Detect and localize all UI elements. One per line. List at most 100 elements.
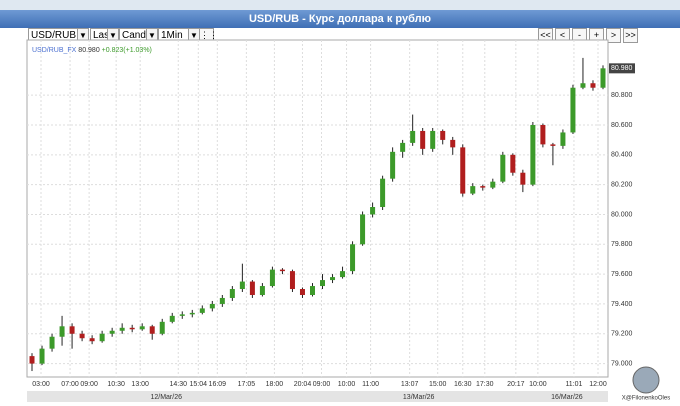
y-tick-label: 79.800 [611, 241, 633, 248]
candle-body [99, 333, 105, 342]
candle-body [450, 139, 456, 148]
price-tag [609, 63, 635, 74]
x-tick-label: 13:07 [401, 381, 419, 388]
candle-body [69, 326, 75, 334]
x-tick-label: 10:30 [107, 381, 125, 388]
y-tick-label: 80.000 [611, 211, 633, 218]
x-tick-label: 09:00 [80, 381, 98, 388]
candle-body [129, 327, 135, 330]
candle-body [340, 271, 346, 278]
candle-body [410, 130, 416, 143]
legend-name: USD/RUB_FX [32, 47, 77, 54]
candle-body [500, 154, 506, 182]
candle-body [420, 130, 426, 149]
select-arrow[interactable]: ▼ [146, 28, 158, 43]
y-tick-label: 79.400 [611, 301, 633, 308]
candle-body [89, 338, 95, 342]
y-tick-label: 79.200 [611, 331, 633, 338]
candle-body [139, 326, 145, 330]
watermark: X@FilonenkoOles [622, 396, 670, 402]
candle-body [350, 244, 356, 272]
x-tick-label: 11:00 [362, 381, 379, 388]
y-tick-label: 80.400 [611, 152, 633, 159]
legend-change: +0.823(+1.03%) [102, 47, 152, 54]
candle-body [400, 142, 406, 152]
x-tick-label: 17:05 [238, 381, 256, 388]
candle-body [289, 271, 295, 290]
candle-body [570, 87, 576, 133]
candle-body [29, 356, 35, 364]
candle-body [199, 308, 205, 313]
x-tick-label: 10:00 [529, 381, 547, 388]
nav-button[interactable]: >> [623, 28, 638, 43]
candle-body [560, 132, 566, 146]
x-tick-label: 16:30 [454, 381, 472, 388]
date-label: 13/Mar/26 [403, 394, 435, 401]
candle-body [299, 289, 305, 295]
candle-body [269, 269, 275, 287]
candle-body [169, 315, 175, 322]
candle-body [320, 280, 326, 287]
legend: USD/RUB_FX 80.980 +0.823(+1.03%) [32, 47, 152, 54]
title-bar: USD/RUB - Курс доллара к рублю [0, 10, 680, 28]
price-tag-label: 80.980 [611, 65, 633, 72]
candle-body [590, 83, 596, 88]
candle-body [520, 172, 526, 185]
candle-body [380, 178, 386, 208]
x-tick-label: 20:04 [294, 381, 312, 388]
x-tick-label: 18:00 [266, 381, 284, 388]
candle-body [550, 144, 556, 146]
nav-button[interactable]: < [555, 28, 570, 43]
x-tick-label: 13:00 [131, 381, 149, 388]
date-label: 12/Mar/26 [150, 394, 182, 401]
candle-body [540, 124, 546, 145]
candle-body [480, 186, 486, 188]
candle-body [360, 214, 366, 245]
x-tick-label: 11:01 [565, 381, 582, 388]
avatar [632, 366, 660, 394]
candle-body [309, 286, 315, 295]
candle-body [39, 348, 45, 364]
candle-body [330, 277, 336, 281]
candle-body [460, 147, 466, 194]
x-tick-label: 20:17 [507, 381, 525, 388]
candle-body [149, 326, 155, 334]
y-tick-label: 80.200 [611, 181, 633, 188]
x-tick-label: 09:00 [313, 381, 331, 388]
candle-body [249, 281, 255, 295]
candle-body [470, 186, 476, 194]
candle-body [109, 330, 115, 334]
x-tick-label: 10:00 [338, 381, 356, 388]
x-tick-label: 16:09 [209, 381, 227, 388]
candle-body [530, 124, 536, 185]
x-tick-label: 15:00 [429, 381, 447, 388]
y-tick-label: 80.600 [611, 122, 633, 129]
y-tick-label: 79.600 [611, 271, 633, 278]
candle-body [119, 327, 125, 331]
candle-body [49, 336, 55, 349]
x-tick-label: 12:00 [589, 381, 607, 388]
candle-body [159, 321, 165, 334]
nav-button[interactable]: > [606, 28, 621, 43]
candle-body [229, 289, 235, 298]
x-tick-label: 03:00 [32, 381, 50, 388]
x-tick-label: 07:00 [61, 381, 79, 388]
candle-body [490, 181, 496, 188]
x-tick-label: 14:30 [169, 381, 187, 388]
y-tick-label: 79.000 [611, 360, 633, 367]
candle-body [209, 303, 215, 309]
candle-body [59, 326, 65, 337]
plot-area [26, 39, 609, 378]
candle-body [440, 130, 446, 140]
candle-body [430, 130, 436, 149]
candle-body [239, 281, 245, 290]
candle-body [79, 333, 85, 339]
legend-value: 80.980 [78, 47, 100, 54]
candle-body [600, 68, 606, 88]
candle-body [259, 286, 265, 295]
candle-body [580, 83, 586, 88]
candle-body [390, 151, 396, 179]
candle-body [510, 154, 516, 173]
